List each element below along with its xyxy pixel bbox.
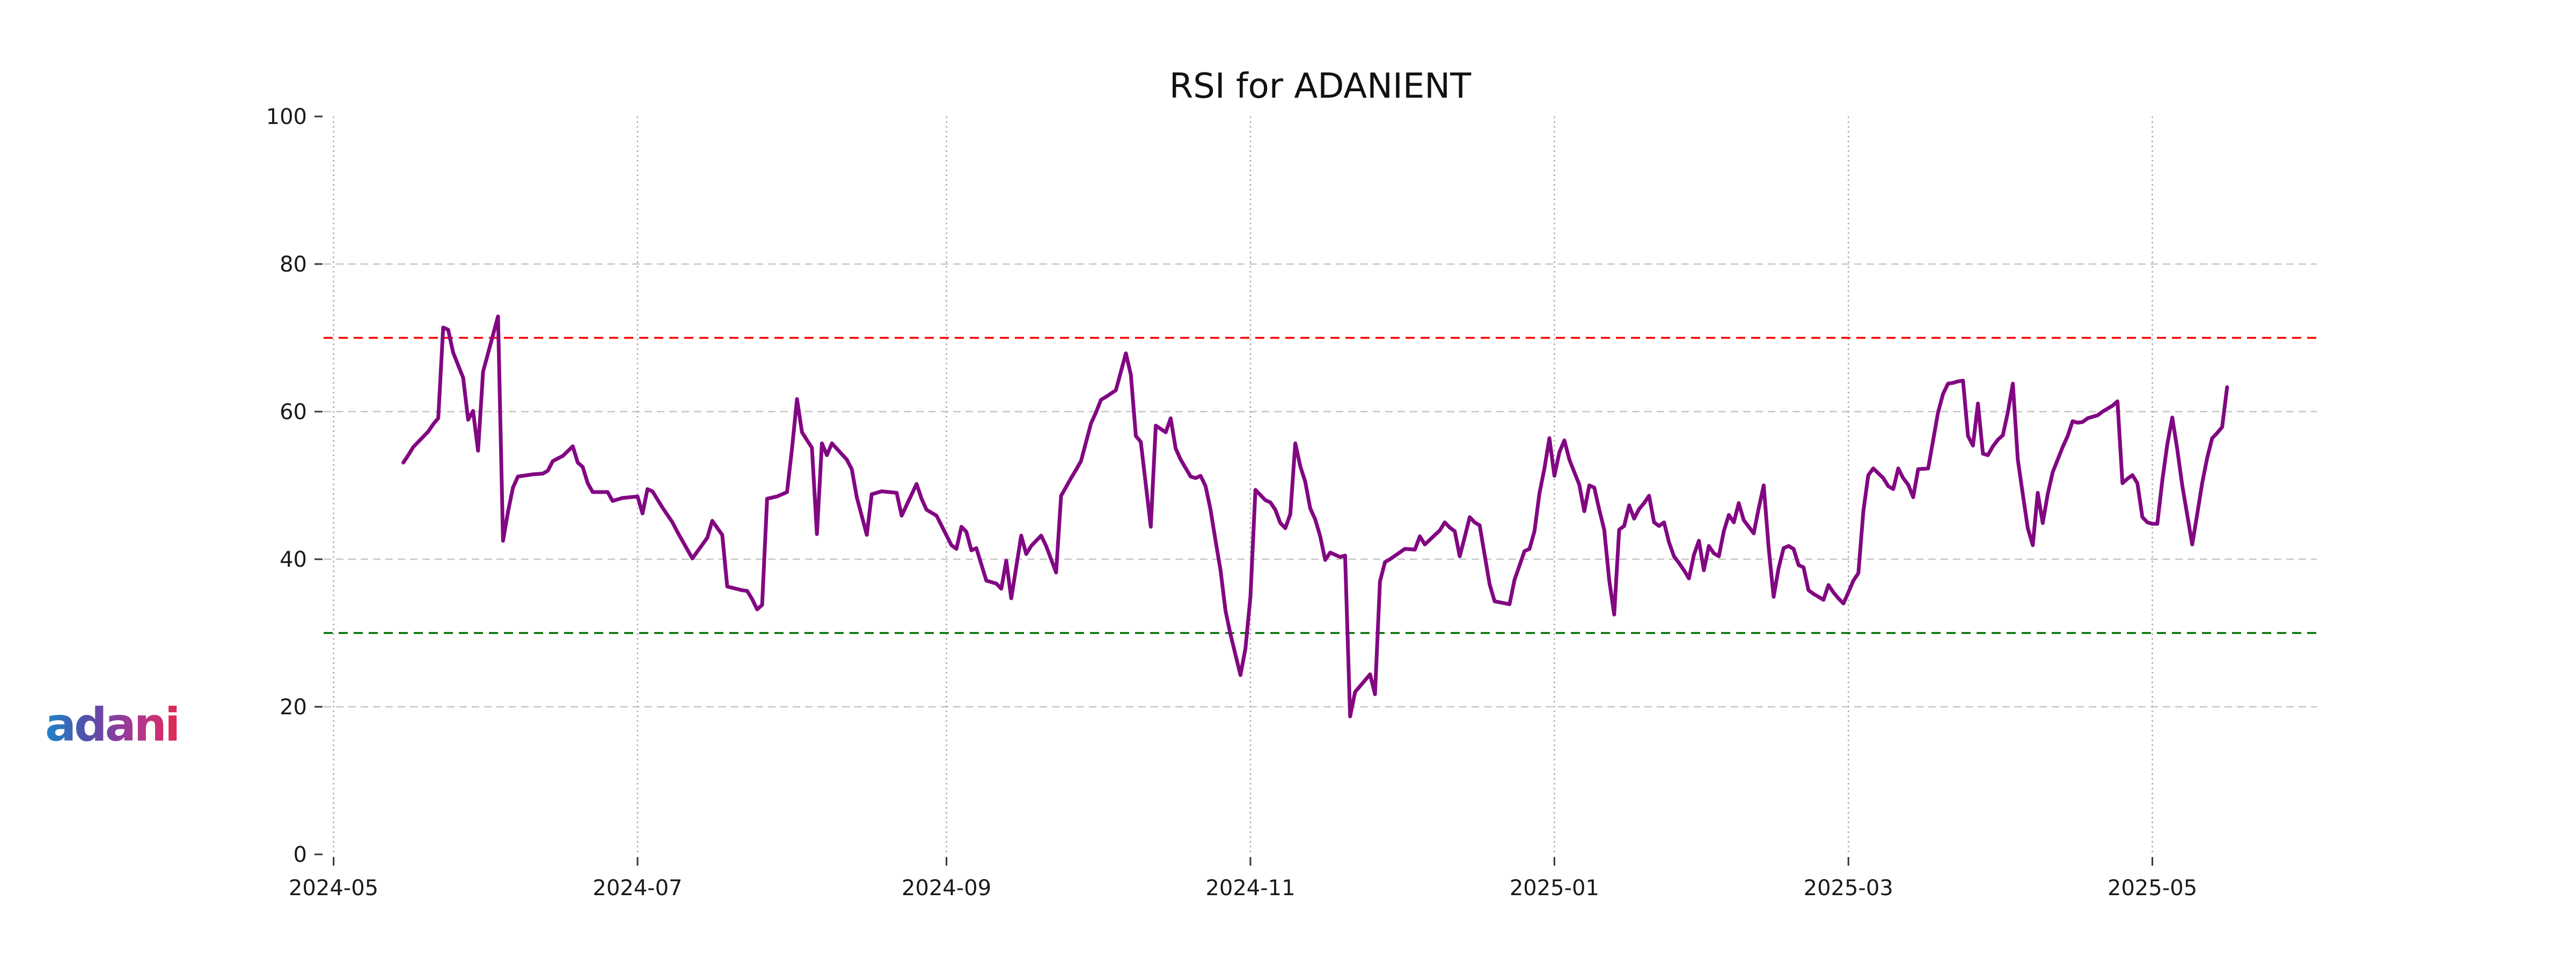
x-tick-label-2024-09: 2024-09 — [902, 876, 991, 901]
x-tick-label-2025-05: 2025-05 — [2107, 876, 2197, 901]
y-tick-label-40: 40 — [280, 547, 307, 572]
adani-logo: adani — [45, 698, 180, 752]
rsi-line — [401, 314, 2229, 719]
x-tick-label-2024-05: 2024-05 — [289, 876, 378, 901]
y-tick-label-60: 60 — [280, 400, 307, 425]
y-tick-label-20: 20 — [280, 695, 307, 720]
y-tick-label-0: 0 — [294, 843, 307, 867]
y-tick-label-100: 100 — [266, 105, 307, 129]
chart-title: RSI for ADANIENT — [1169, 67, 1472, 106]
x-tick-label-2024-11: 2024-11 — [1205, 876, 1295, 901]
threshold-lines — [324, 336, 2317, 634]
vertical-gridlines — [333, 116, 2153, 854]
y-tick-label-80: 80 — [280, 252, 307, 277]
x-tick-label-2025-03: 2025-03 — [1804, 876, 1893, 901]
rsi-series — [401, 314, 2229, 719]
axis-ticks-and-labels: 2024-05 2024-07 2024-09 2024-11 2025-01 2025-… — [266, 105, 2198, 901]
x-tick-label-2025-01: 2025-01 — [1510, 876, 1599, 901]
x-tick-label-2024-07: 2024-07 — [592, 876, 682, 901]
horizontal-gridlines — [324, 263, 2317, 708]
